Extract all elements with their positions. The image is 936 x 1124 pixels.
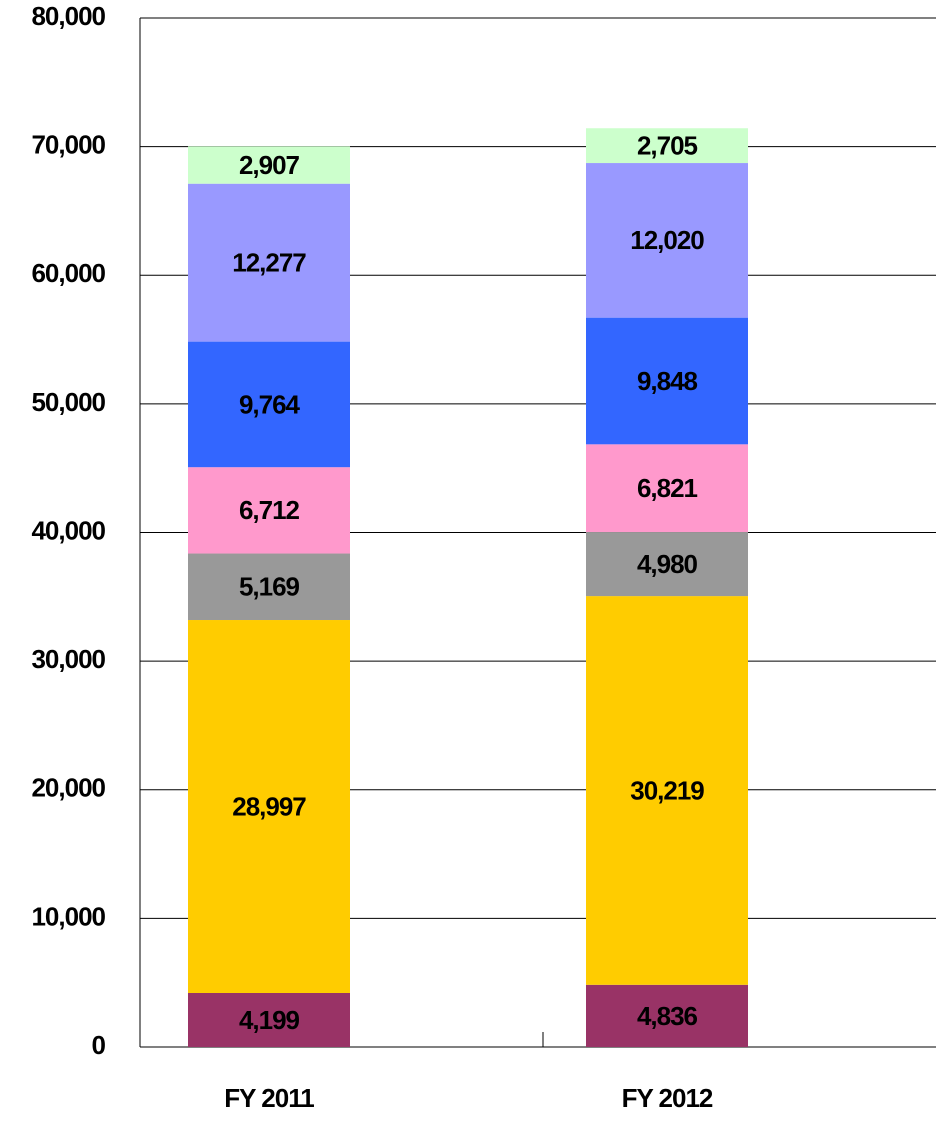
y-tick-label: 50,000: [31, 387, 105, 417]
y-tick-label: 20,000: [31, 773, 105, 803]
bar-segment: [188, 467, 350, 554]
data-label: 2,705: [637, 131, 698, 161]
y-tick-label: 80,000: [31, 1, 105, 31]
data-label: 6,821: [637, 473, 698, 503]
data-label: 30,219: [630, 775, 704, 805]
data-label: 5,169: [239, 572, 300, 602]
bar-segment: [188, 620, 350, 993]
y-tick-label: 40,000: [31, 515, 105, 545]
data-label: 2,907: [239, 150, 300, 180]
bar-segment: [586, 128, 748, 164]
bar-segment: [188, 146, 350, 184]
bar-segment: [188, 553, 350, 621]
y-tick-label: 30,000: [31, 644, 105, 674]
y-tick-label: 10,000: [31, 901, 105, 931]
x-tick-label: FY 2011: [224, 1083, 314, 1113]
bar-segment: [188, 341, 350, 468]
data-label: 4,199: [239, 1005, 300, 1035]
bar-segment: [586, 984, 748, 1047]
data-label: 4,980: [637, 549, 698, 579]
x-tick-label: FY 2012: [622, 1083, 713, 1113]
y-tick-label: 0: [92, 1030, 106, 1060]
bar-segment: [188, 183, 350, 342]
data-label: 12,020: [630, 225, 704, 255]
data-label: 28,997: [232, 791, 306, 821]
bar-segment: [586, 596, 748, 985]
data-label: 4,836: [637, 1001, 698, 1031]
data-label: 6,712: [239, 495, 300, 525]
data-label: 9,848: [637, 366, 698, 396]
bar-segment: [586, 532, 748, 597]
data-label: 9,764: [239, 389, 301, 419]
bar-segment: [586, 317, 748, 445]
bar-segment: [586, 444, 748, 533]
data-label: 12,277: [232, 248, 306, 278]
bar-segment: [586, 163, 748, 318]
bar-segment: [188, 992, 350, 1047]
y-tick-label: 70,000: [31, 130, 105, 160]
y-tick-label: 60,000: [31, 258, 105, 288]
